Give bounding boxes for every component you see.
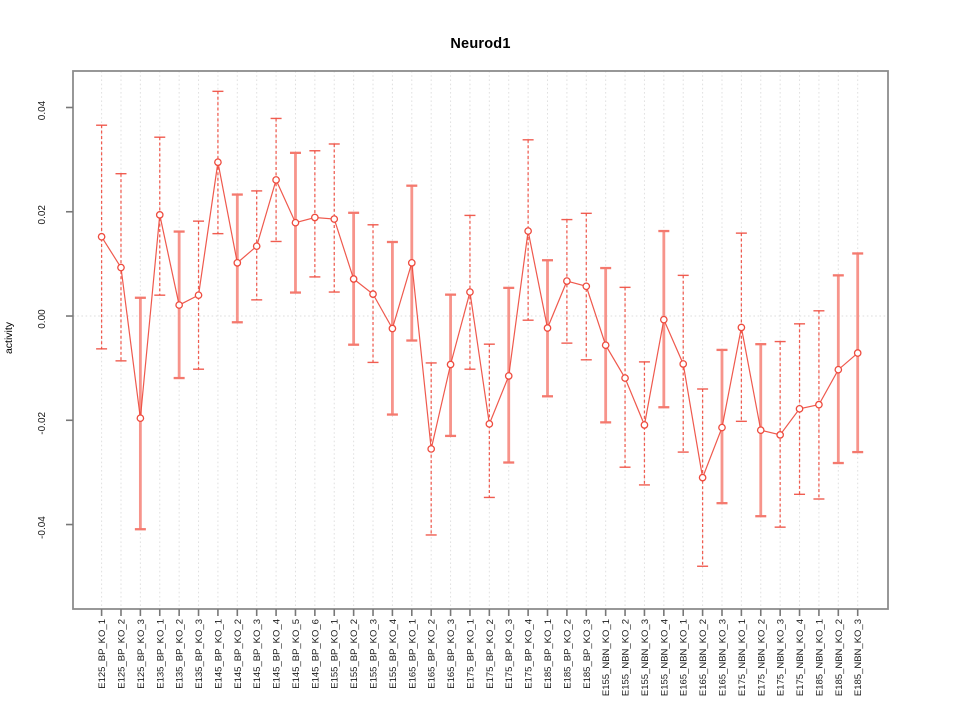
x-tick-label: E175_BP_KO_4 (524, 619, 535, 689)
x-tick-label: E155_NBN_KO_4 (659, 619, 670, 696)
data-point (97, 232, 106, 241)
x-tick-label: E165_NBN_KO_2 (698, 619, 709, 696)
data-point (291, 218, 300, 227)
x-tick-label: E125_BP_KO_1 (97, 619, 108, 689)
x-tick-label: E125_BP_KO_2 (116, 619, 127, 689)
x-tick-label: E175_NBN_KO_4 (795, 619, 806, 696)
x-tick-label: E135_BP_KO_3 (194, 619, 205, 689)
data-point (659, 315, 668, 324)
x-tick-label: E145_BP_KO_6 (310, 619, 321, 689)
data-point (136, 414, 145, 423)
data-point (155, 211, 164, 219)
data-point (698, 473, 707, 482)
plot-border (72, 70, 889, 610)
x-tick-label: E175_NBN_KO_2 (756, 619, 767, 696)
x-tick-label: E155_NBN_KO_2 (621, 619, 632, 696)
data-point (233, 258, 242, 267)
x-tick-label: E155_NBN_KO_3 (640, 619, 651, 696)
x-tick-label: E175_BP_KO_2 (485, 619, 496, 689)
y-tick-label: 0.02 (37, 205, 48, 225)
data-point (214, 158, 222, 167)
data-point (349, 275, 358, 283)
data-point (621, 374, 629, 382)
data-point (117, 263, 125, 272)
series-line (101, 162, 859, 480)
data-point (582, 282, 591, 291)
x-tick-label: E135_BP_KO_1 (155, 619, 166, 689)
x-tick-label: E145_BP_KO_2 (233, 619, 244, 689)
data-point (543, 324, 552, 332)
data-point (563, 277, 571, 285)
x-tick-label: E165_NBN_KO_3 (717, 619, 728, 696)
x-tick-label: E175_BP_KO_1 (465, 619, 476, 689)
x-tick-label: E175_BP_KO_3 (504, 619, 515, 689)
x-tick-label: E155_BP_KO_4 (388, 619, 399, 689)
x-tick-label: E155_NBN_KO_1 (601, 619, 612, 696)
data-point (369, 290, 377, 298)
x-tick-label: E165_BP_KO_2 (427, 619, 438, 689)
data-point (679, 360, 688, 368)
data-point (446, 360, 455, 369)
x-tick-label: E165_NBN_KO_1 (679, 619, 690, 696)
data-point (756, 426, 765, 435)
data-point (252, 242, 261, 251)
x-tick-label: E145_BP_KO_3 (252, 619, 263, 689)
y-tick-label: -0.04 (37, 516, 48, 539)
data-point (524, 227, 532, 235)
y-tick-label: 0.00 (37, 309, 48, 329)
x-tick-label: E185_BP_KO_2 (562, 619, 573, 689)
y-tick-label: 0.04 (37, 100, 48, 120)
data-point (427, 445, 436, 453)
data-point (815, 400, 823, 409)
x-tick-label: E185_NBN_KO_3 (853, 619, 864, 696)
x-tick-label: E125_BP_KO_3 (136, 619, 147, 689)
data-point (834, 365, 843, 374)
data-point (175, 301, 183, 309)
data-point (194, 291, 203, 300)
x-tick-label: E175_NBN_KO_1 (737, 619, 748, 696)
x-tick-label: E135_BP_KO_2 (175, 619, 186, 689)
x-tick-label: E185_NBN_KO_1 (814, 619, 825, 696)
data-point (718, 423, 726, 432)
x-tick-label: E155_BP_KO_1 (330, 619, 341, 689)
x-tick-label: E145_BP_KO_1 (213, 619, 224, 689)
x-tick-label: E165_BP_KO_3 (446, 619, 457, 689)
data-point (311, 213, 319, 222)
x-tick-label: E185_NBN_KO_2 (834, 619, 845, 696)
data-point (737, 323, 746, 332)
data-point (466, 288, 474, 296)
data-point (388, 324, 397, 333)
data-point (485, 420, 494, 428)
chart-title: Neurod1 (450, 36, 511, 52)
x-tick-label: E185_BP_KO_1 (543, 619, 554, 689)
x-tick-label: E145_BP_KO_4 (272, 619, 283, 689)
data-point (330, 215, 339, 223)
data-point (640, 421, 649, 429)
data-point (407, 258, 416, 267)
x-tick-label: E155_BP_KO_3 (369, 619, 380, 689)
data-point (504, 372, 513, 380)
x-tick-label: E185_BP_KO_3 (582, 619, 593, 689)
x-tick-label: E165_BP_KO_1 (407, 619, 418, 689)
data-point (853, 349, 862, 357)
data-point (795, 404, 804, 413)
y-tick-label: -0.02 (37, 411, 48, 434)
x-tick-label: E155_BP_KO_2 (349, 619, 360, 689)
x-tick-label: E145_BP_KO_5 (291, 619, 302, 689)
data-point (272, 176, 280, 184)
data-point (776, 431, 785, 439)
data-point (601, 341, 610, 350)
x-tick-label: E175_NBN_KO_3 (776, 619, 787, 696)
